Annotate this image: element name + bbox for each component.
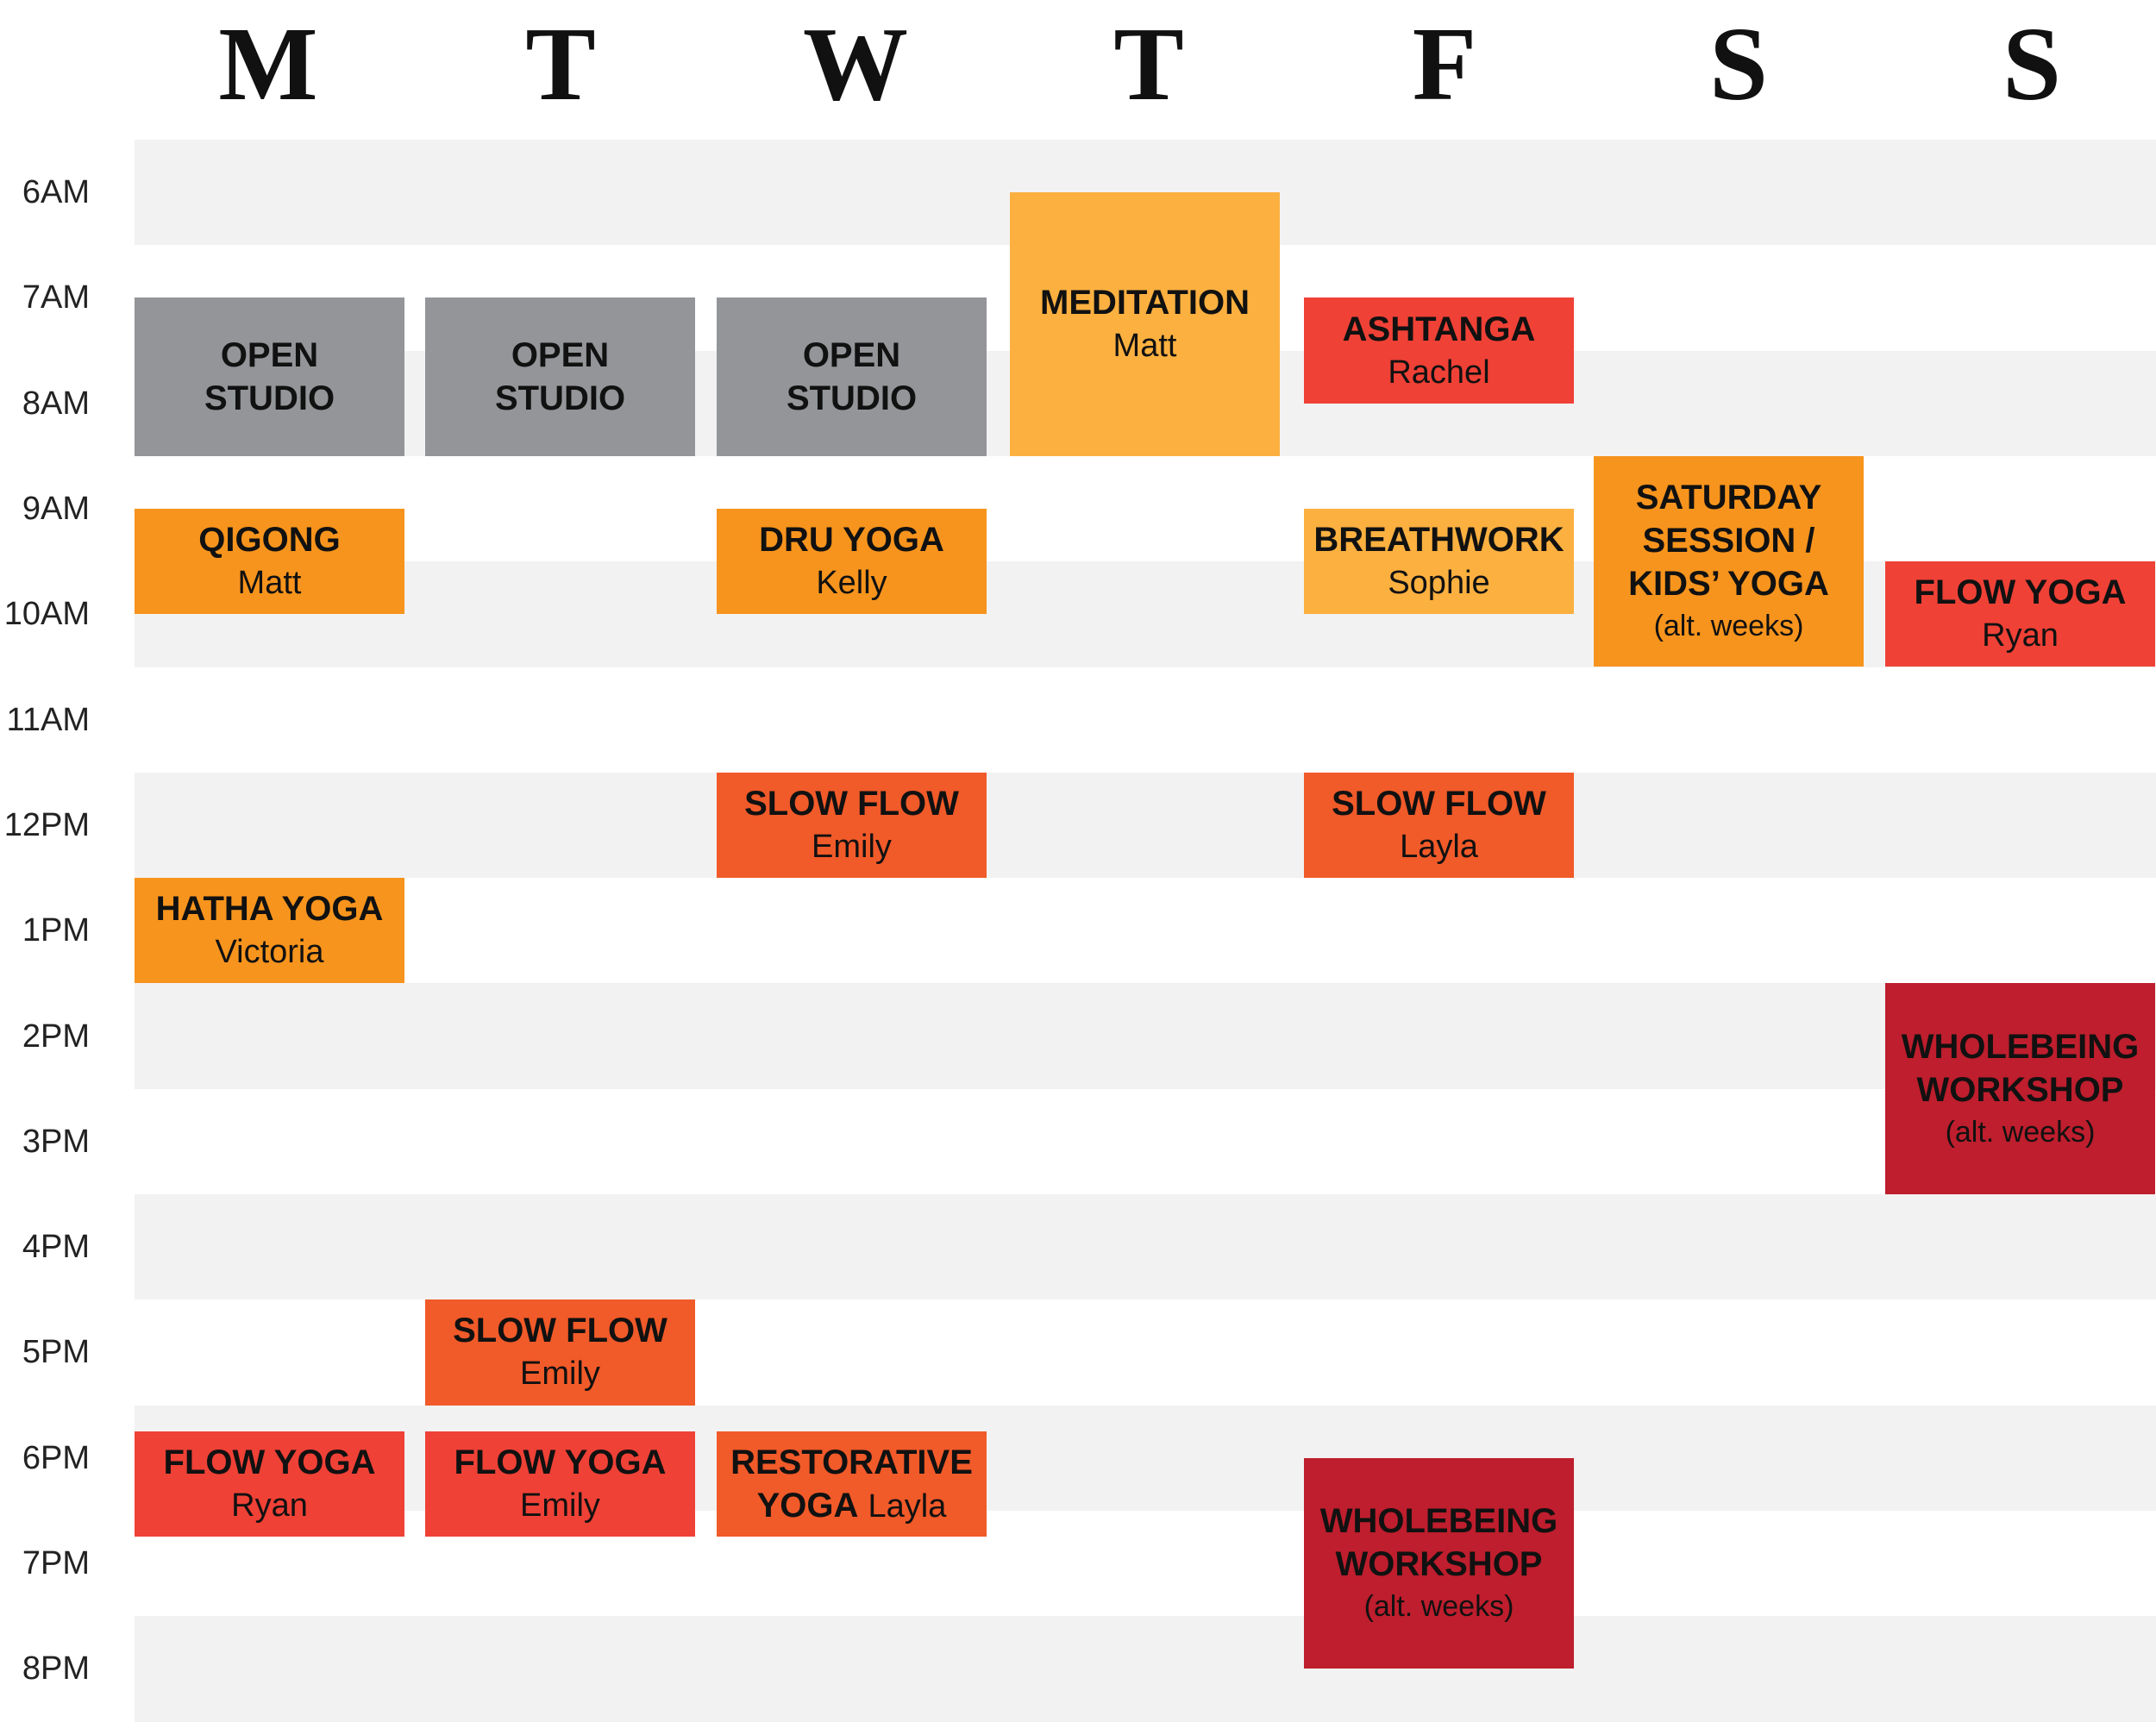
class-block[interactable]: SLOW FLOW Layla bbox=[1304, 772, 1574, 879]
class-name-continued: YOGA bbox=[756, 1486, 859, 1525]
class-name: SATURDAY SESSION / KIDS’ YOGA bbox=[1628, 479, 1829, 604]
time-row-band bbox=[135, 1616, 2156, 1722]
day-header: S bbox=[1709, 6, 1768, 122]
time-row-band bbox=[135, 1088, 2156, 1195]
instructor-name: Emily bbox=[812, 828, 892, 865]
class-block[interactable]: FLOW YOGA Emily bbox=[425, 1431, 695, 1537]
class-block[interactable]: SLOW FLOW Emily bbox=[425, 1299, 695, 1406]
instructor-name: Ryan bbox=[231, 1487, 308, 1525]
instructor-name: Layla bbox=[1400, 828, 1478, 865]
time-label: 3PM bbox=[22, 1123, 90, 1160]
class-block[interactable]: WHOLEBEING WORKSHOP (alt. weeks) bbox=[1304, 1457, 1574, 1669]
class-block[interactable]: SLOW FLOW Emily bbox=[717, 772, 987, 879]
instructor-name: Victoria bbox=[215, 934, 324, 971]
class-block[interactable]: FLOW YOGA Ryan bbox=[135, 1431, 404, 1537]
day-header: S bbox=[2002, 6, 2061, 122]
time-label: 11AM bbox=[6, 701, 90, 738]
time-label: 12PM bbox=[3, 806, 90, 843]
time-label: 1PM bbox=[22, 912, 90, 949]
class-name: SLOW FLOW bbox=[453, 1312, 667, 1350]
instructor-name: Emily bbox=[520, 1356, 600, 1393]
class-name: OPEN STUDIO bbox=[204, 336, 335, 418]
class-name: HATHA YOGA bbox=[155, 890, 384, 929]
time-label: 7PM bbox=[22, 1545, 90, 1582]
time-label: 5PM bbox=[22, 1334, 90, 1371]
day-header: W bbox=[803, 6, 908, 122]
time-row-band bbox=[135, 878, 2156, 985]
day-header: T bbox=[1113, 6, 1184, 122]
class-name: QIGONG bbox=[198, 521, 341, 560]
time-row-band bbox=[135, 1194, 2156, 1300]
class-block[interactable]: OPEN STUDIO bbox=[425, 297, 695, 456]
time-label: 10AM bbox=[3, 596, 90, 633]
class-block[interactable]: RESTORATIVE YOGA Layla bbox=[717, 1431, 987, 1537]
class-name: DRU YOGA bbox=[759, 521, 944, 560]
class-name: BREATHWORK bbox=[1313, 521, 1564, 560]
class-name: FLOW YOGA bbox=[163, 1443, 376, 1482]
class-name: OPEN STUDIO bbox=[494, 336, 626, 418]
time-label: 6AM bbox=[22, 174, 90, 211]
class-name: WHOLEBEING WORKSHOP bbox=[1319, 1502, 1558, 1584]
class-block[interactable]: DRU YOGA Kelly bbox=[717, 509, 987, 615]
class-block[interactable]: MEDITATION Matt bbox=[1010, 192, 1280, 456]
instructor-name: Kelly bbox=[816, 565, 887, 602]
class-name: RESTORATIVE bbox=[730, 1443, 973, 1481]
instructor-name: Layla bbox=[868, 1487, 947, 1525]
schedule-note: (alt. weeks) bbox=[1653, 610, 1804, 643]
class-block[interactable]: FLOW YOGA Ryan bbox=[1885, 561, 2155, 667]
class-name: FLOW YOGA bbox=[454, 1443, 667, 1482]
time-label: 6PM bbox=[22, 1439, 90, 1476]
time-row-band bbox=[135, 667, 2156, 773]
class-name: MEDITATION bbox=[1040, 284, 1250, 322]
class-name: OPEN STUDIO bbox=[786, 336, 918, 418]
class-block[interactable]: OPEN STUDIO bbox=[717, 297, 987, 456]
time-label: 9AM bbox=[22, 491, 90, 528]
schedule-note: (alt. weeks) bbox=[1945, 1115, 2096, 1149]
class-block[interactable]: ASHTANGA Rachel bbox=[1304, 297, 1574, 404]
time-row-band bbox=[135, 772, 2156, 879]
instructor-name: Rachel bbox=[1388, 354, 1490, 391]
time-row-band bbox=[135, 983, 2156, 1090]
time-label: 7AM bbox=[22, 279, 90, 316]
class-name: SLOW FLOW bbox=[1332, 784, 1546, 823]
class-block[interactable]: WHOLEBEING WORKSHOP (alt. weeks) bbox=[1885, 983, 2155, 1194]
instructor-name: Matt bbox=[1112, 328, 1177, 365]
schedule-note: (alt. weeks) bbox=[1363, 1590, 1514, 1624]
instructor-name: Sophie bbox=[1388, 565, 1490, 602]
time-label: 4PM bbox=[22, 1229, 90, 1266]
class-block[interactable]: SATURDAY SESSION / KIDS’ YOGA (alt. weeks… bbox=[1594, 455, 1864, 667]
instructor-name: Ryan bbox=[1982, 617, 2059, 654]
time-label: 8AM bbox=[22, 385, 90, 422]
class-name: SLOW FLOW bbox=[744, 784, 959, 823]
day-header: M bbox=[218, 6, 318, 122]
class-name: FLOW YOGA bbox=[1914, 573, 2127, 612]
class-name: ASHTANGA bbox=[1342, 310, 1536, 348]
class-block[interactable]: BREATHWORK Sophie bbox=[1304, 509, 1574, 615]
time-label: 8PM bbox=[22, 1650, 90, 1688]
class-block[interactable]: OPEN STUDIO bbox=[135, 297, 404, 456]
day-header: F bbox=[1412, 6, 1477, 122]
instructor-name: Matt bbox=[237, 565, 302, 602]
day-header: T bbox=[525, 6, 596, 122]
instructor-name: Emily bbox=[520, 1487, 600, 1525]
time-label: 2PM bbox=[22, 1018, 90, 1055]
class-block[interactable]: HATHA YOGA Victoria bbox=[135, 878, 404, 984]
class-block[interactable]: QIGONG Matt bbox=[135, 509, 404, 615]
class-name: WHOLEBEING WORKSHOP bbox=[1901, 1027, 2140, 1109]
